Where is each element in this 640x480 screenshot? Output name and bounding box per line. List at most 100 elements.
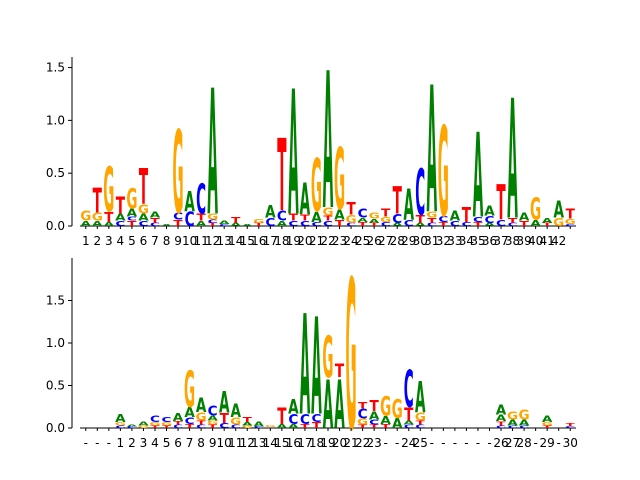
logo-letter-A: A	[334, 208, 345, 224]
x-tick-label: 11	[193, 234, 208, 248]
x-tick-label: 12	[205, 234, 220, 248]
x-tick-label: -	[487, 436, 491, 450]
x-tick-label: -	[384, 436, 388, 450]
logo-letter-A: A	[242, 422, 253, 427]
logo-letter-A: A	[184, 187, 195, 219]
logo-letter-C: C	[565, 426, 575, 428]
logo-letter-C: C	[208, 220, 218, 225]
x-tick-label: -	[107, 436, 111, 450]
x-tick-label: 8	[197, 436, 205, 450]
logo-letter-G: G	[415, 411, 426, 423]
x-tick-label: 18	[309, 436, 324, 450]
logo-letter-A: A	[300, 287, 311, 447]
logo-letter-A: A	[323, 368, 334, 444]
logo-letter-C: C	[127, 426, 137, 428]
logo-letter-G: G	[184, 360, 195, 419]
logo-letter-T: T	[300, 213, 310, 223]
x-tick-label: -	[395, 436, 399, 450]
x-tick-label: -	[476, 436, 480, 450]
logo-letter-C: C	[277, 209, 287, 225]
logo-letter-A: A	[242, 224, 253, 227]
logo-letter-C: C	[404, 425, 414, 430]
x-tick-label: 5	[163, 436, 171, 450]
logo-letter-A: A	[196, 220, 207, 228]
x-tick-label: 41	[540, 234, 555, 248]
x-tick-label: 14	[263, 436, 278, 450]
logo-letter-A: A	[473, 108, 483, 244]
logo-letter-A: A	[127, 424, 138, 426]
logo-letter-T: T	[508, 216, 518, 224]
logo-letter-A: A	[277, 220, 288, 228]
x-tick-label: 16	[251, 234, 266, 248]
x-tick-label: 22	[355, 436, 370, 450]
x-tick-label: 6	[140, 234, 148, 248]
logo-letter-C: C	[369, 418, 379, 426]
logo-letter-C: C	[127, 216, 137, 222]
logo-letter-A: A	[288, 396, 299, 419]
logo-letter-G: G	[92, 211, 103, 223]
logo-letter-T: T	[335, 219, 345, 229]
logo-letter-A: A	[392, 417, 403, 432]
logo-letter-T: T	[370, 223, 379, 228]
logo-letter-A: A	[277, 423, 288, 429]
x-tick-label: 14	[228, 234, 243, 248]
logo-letter-C: C	[358, 207, 368, 221]
x-tick-label: 18	[274, 234, 289, 248]
x-tick-label: -	[453, 436, 457, 450]
x-tick-label: -	[557, 436, 561, 450]
x-tick-label: 15	[274, 436, 289, 450]
x-tick-label: 23	[366, 436, 381, 450]
x-tick-label: 35	[470, 234, 485, 248]
logo-letter-A: A	[92, 220, 103, 228]
x-tick-label: 23	[332, 234, 347, 248]
y-tick-label: 0.0	[46, 421, 65, 435]
logo-letter-C: C	[138, 220, 148, 228]
logo-letter-A: A	[127, 207, 138, 219]
x-tick-label: 7	[151, 234, 159, 248]
logo-letter-A: A	[369, 218, 379, 224]
logo-letter-C: C	[346, 223, 356, 228]
logo-letter-T: T	[427, 216, 437, 224]
x-tick-label: 40	[528, 234, 543, 248]
y-tick-label: 0.5	[46, 166, 65, 180]
x-tick-label: 30	[563, 436, 578, 450]
logo-letter-C: C	[265, 216, 275, 228]
logo-letter-T: T	[289, 212, 298, 223]
x-tick-label: 1	[82, 234, 90, 248]
logo-letter-A: A	[115, 412, 126, 424]
x-tick-label: 11	[228, 436, 243, 450]
logo-letter-C: C	[565, 224, 575, 227]
y-tick-label: 0.0	[46, 219, 65, 233]
logo-letter-T: T	[335, 360, 345, 382]
logo-letter-C: C	[404, 219, 414, 229]
logo-letter-C: C	[254, 426, 264, 428]
logo-letter-C: C	[438, 214, 448, 224]
x-tick-label: 6	[174, 436, 182, 450]
logo-letter-C: C	[415, 425, 425, 430]
logo-letter-T: T	[473, 221, 482, 227]
logo-letter-A: A	[530, 219, 541, 229]
x-tick-label: 9	[209, 436, 217, 450]
logo-letter-C: C	[162, 416, 172, 424]
logo-letter-G: G	[369, 211, 380, 221]
logo-letter-A: A	[323, 35, 334, 252]
logo-letter-T: T	[566, 207, 576, 223]
logo-letter-T: T	[370, 398, 379, 415]
logo-letter-C: C	[196, 177, 206, 224]
logo-letter-G: G	[553, 216, 564, 228]
logo-letter-A: A	[415, 371, 426, 422]
logo-letter-G: G	[380, 215, 391, 223]
logo-letter-C: C	[115, 425, 125, 429]
logo-letter-G: G	[346, 213, 357, 225]
logo-letter-G: G	[242, 425, 253, 429]
x-tick-label: 25	[413, 436, 428, 450]
logo-letter-C: C	[173, 211, 183, 222]
logo-letter-G: G	[80, 209, 91, 225]
logo-letter-T: T	[185, 423, 194, 429]
x-tick-label: 32	[436, 234, 451, 248]
x-tick-label: 26	[493, 436, 508, 450]
logo-letter-A: A	[207, 414, 218, 422]
logo-letter-G: G	[207, 420, 218, 426]
x-tick-label: 9	[174, 234, 182, 248]
